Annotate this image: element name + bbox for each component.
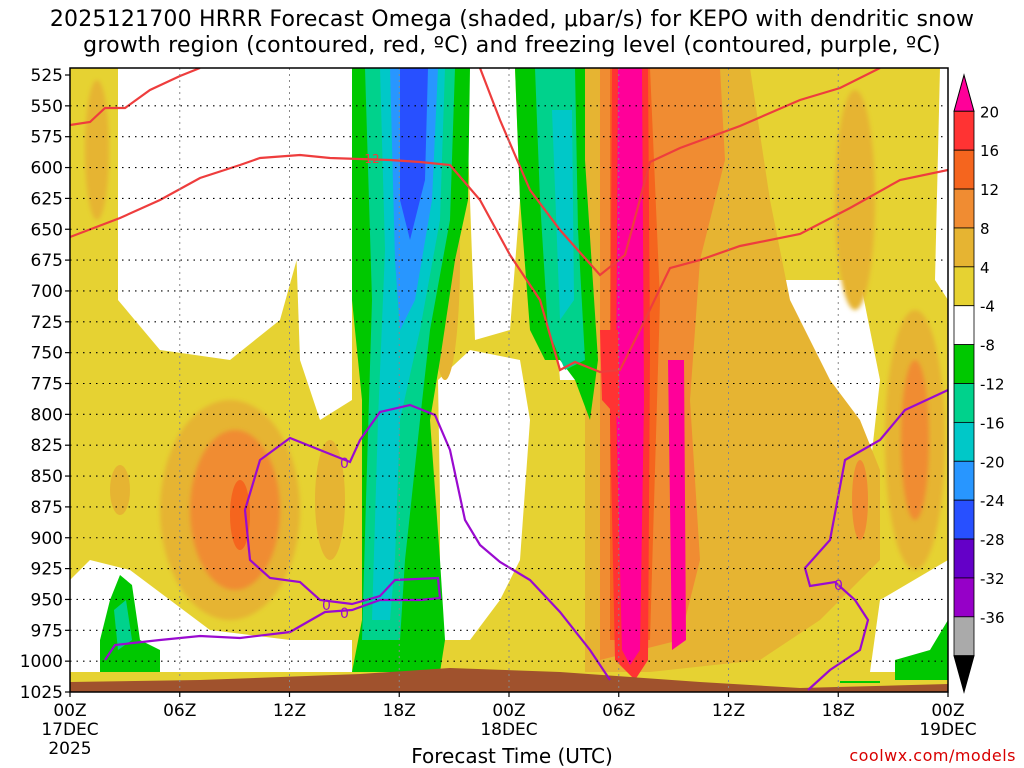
x-tick-date: 17DEC <box>41 720 98 740</box>
colorbar-label: -4 <box>980 298 995 316</box>
colorbar-swatch <box>953 305 975 346</box>
dgz-contour-lower <box>70 153 948 374</box>
x-tick-label: 00Z <box>492 701 525 721</box>
x-tick-label: 18Z <box>383 701 416 721</box>
freezing-level-contour-right <box>803 389 948 691</box>
dgz-contour-mid <box>478 68 881 277</box>
y-tick-label: 1025 <box>20 683 63 703</box>
credit-link[interactable]: coolwx.com/models <box>849 746 1016 765</box>
y-tick-label: 900 <box>31 529 63 549</box>
colorbar-swatch <box>953 499 975 540</box>
colorbar-swatch <box>953 538 975 579</box>
colorbar-swatch <box>953 227 975 268</box>
y-tick-label: 700 <box>31 282 63 302</box>
y-tick-label: 600 <box>31 159 63 179</box>
y-tick-label: 750 <box>31 344 63 364</box>
colorbar-swatch <box>953 383 975 423</box>
y-tick-label: 950 <box>31 590 63 610</box>
chart-title-line1: 2025121700 HRRR Forecast Omega (shaded, … <box>49 7 975 32</box>
colorbar-label: -8 <box>980 337 995 355</box>
y-tick-label: 650 <box>31 220 63 240</box>
y-tick-label: 675 <box>31 251 63 271</box>
y-tick-label: 725 <box>31 313 63 333</box>
y-axis-ticks: 525 550 575 600 625 650 675 700 725 750 775 800 825 8… <box>20 66 70 703</box>
colorbar-swatch <box>953 577 975 618</box>
colorbar-swatch <box>953 616 975 657</box>
colorbar-swatch <box>953 149 975 190</box>
colorbar-swatch <box>953 421 975 462</box>
x-tick-label: 00Z <box>53 701 86 721</box>
colorbar-label: 20 <box>980 103 999 121</box>
y-tick-label: 550 <box>31 97 63 117</box>
colorbar-label: 8 <box>980 220 990 238</box>
gridlines <box>70 68 948 692</box>
y-tick-label: 850 <box>31 467 63 487</box>
x-tick-label: 06Z <box>602 701 635 721</box>
colorbar-label: -32 <box>980 570 1005 588</box>
y-tick-label: 925 <box>31 560 63 580</box>
colorbar-swatch <box>953 266 975 307</box>
x-tick-date: 18DEC <box>480 720 537 740</box>
y-tick-label: 575 <box>31 128 63 148</box>
colorbar: 20 16 12 8 4 -4 -8 -12 -16 -20 -24 -28 -32 -36 <box>953 73 1005 694</box>
y-tick-label: 1000 <box>20 652 63 672</box>
x-axis-title: Forecast Time (UTC) <box>411 744 613 768</box>
colorbar-label: -12 <box>980 376 1005 394</box>
x-tick-label: 00Z <box>931 701 964 721</box>
y-tick-label: 825 <box>31 436 63 456</box>
colorbar-label: -24 <box>980 492 1005 510</box>
y-tick-label: 525 <box>31 66 63 86</box>
colorbar-label: -36 <box>980 609 1005 627</box>
colorbar-swatch <box>953 110 975 151</box>
colorbar-top-arrow <box>953 73 975 112</box>
x-tick-label: 06Z <box>163 701 196 721</box>
colorbar-label: -28 <box>980 531 1005 549</box>
contour-label-zero-b: 0 <box>322 598 331 614</box>
contour-label-zero-c: 0 <box>340 606 349 622</box>
colorbar-swatch <box>953 344 975 384</box>
contour-label-minus12: -12 <box>360 152 380 166</box>
colorbar-label: -16 <box>980 414 1005 432</box>
plot-frame <box>69 67 949 693</box>
colorbar-label: 12 <box>980 181 999 199</box>
x-tick-date: 19DEC <box>919 720 976 740</box>
x-tick-label: 18Z <box>822 701 855 721</box>
contour-label-zero-a: 0 <box>340 456 349 472</box>
colorbar-swatch <box>953 460 975 501</box>
x-tick-label: 12Z <box>273 701 306 721</box>
y-tick-label: 625 <box>31 189 63 209</box>
colorbar-swatch <box>953 188 975 229</box>
x-tick-year: 2025 <box>48 739 91 759</box>
colorbar-label: 16 <box>980 142 999 160</box>
x-tick-label: 12Z <box>712 701 745 721</box>
chart-title-line2: growth region (contoured, red, ºC) and f… <box>83 33 941 58</box>
colorbar-label: 4 <box>980 259 990 277</box>
y-tick-label: 875 <box>31 498 63 518</box>
colorbar-label: -20 <box>980 453 1005 471</box>
y-tick-label: 775 <box>31 375 63 395</box>
colorbar-bottom-arrow <box>953 655 975 694</box>
y-tick-label: 800 <box>31 405 63 425</box>
y-tick-label: 975 <box>31 621 63 641</box>
